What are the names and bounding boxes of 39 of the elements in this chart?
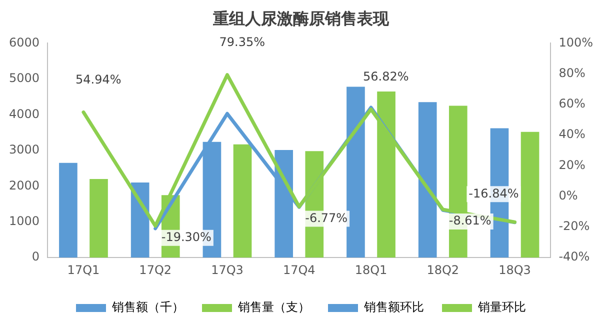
y-tick-label: 6000 [8, 35, 40, 50]
x-tick-label: 17Q3 [211, 262, 244, 277]
legend-label: 销量环比 [477, 300, 526, 314]
y2-tick-label: 80% [558, 66, 586, 80]
x-tick-label: 17Q1 [67, 262, 100, 277]
y2-tick-label: 100% [558, 35, 594, 50]
chart-title: 重组人尿激酶原销售表现 [212, 8, 390, 28]
legend-label: 销售量（支） [237, 300, 310, 314]
y-tick-label: 0 [32, 250, 40, 264]
y2-tick-label: 20% [558, 158, 586, 172]
y-tick-label: 5000 [8, 71, 40, 86]
data-label: -6.77% [305, 210, 348, 225]
data-label: 79.35% [219, 34, 266, 49]
x-tick-label: 18Q3 [498, 262, 531, 277]
y-tick-label: 1000 [8, 214, 40, 228]
y-tick-label: 4000 [8, 106, 40, 121]
y-tick-label: 2000 [8, 178, 40, 192]
bar [59, 162, 78, 258]
y-tick-label: 3000 [8, 142, 40, 157]
x-tick-label: 18Q2 [426, 262, 460, 277]
bar [233, 144, 252, 258]
data-label: -8.61% [448, 214, 492, 228]
data-label: 56.82% [362, 69, 409, 84]
legend-label: 销售额（千） [111, 300, 184, 314]
legend-label: 销售额环比 [363, 300, 424, 314]
data-label: -16.84% [468, 186, 519, 200]
x-tick-label: 17Q4 [282, 262, 316, 277]
y2-tick-label: -20% [558, 219, 590, 234]
bar [520, 132, 540, 258]
y2-tick-label: -40% [558, 250, 590, 264]
bar [90, 178, 108, 258]
x-tick-label: 17Q2 [139, 262, 172, 277]
data-label: -19.30% [161, 230, 212, 244]
data-label: 54.94% [75, 72, 122, 86]
bar [130, 182, 150, 258]
y2-tick-label: 60% [558, 96, 586, 111]
y2-tick-label: 40% [558, 127, 586, 142]
y2-tick-label: 0% [558, 188, 578, 202]
x-tick-label: 18Q1 [354, 262, 388, 277]
